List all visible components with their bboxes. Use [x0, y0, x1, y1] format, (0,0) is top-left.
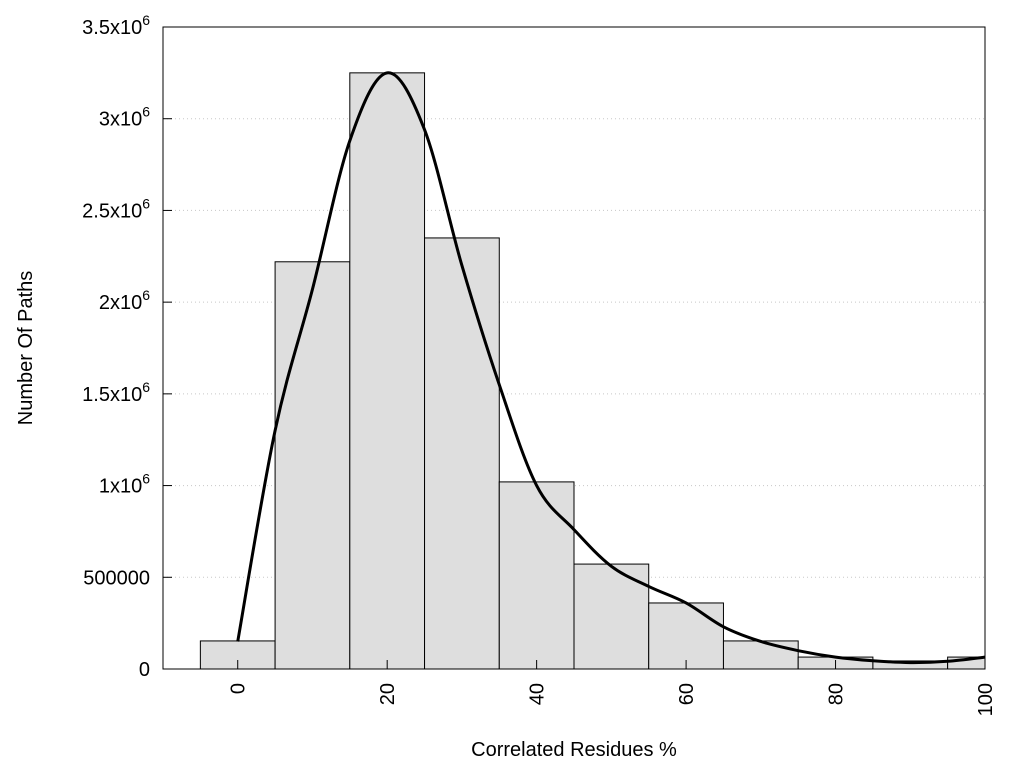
histogram-bar	[648, 602, 724, 670]
y-tick-base: 2x10	[99, 292, 142, 314]
y-tick-exponent: 6	[142, 195, 150, 211]
y-tick-base: 3x10	[99, 109, 142, 131]
fit-curve	[236, 71, 986, 665]
y-tick-base: 1.5x10	[82, 384, 142, 406]
y-tick-label: 1.5x106	[82, 379, 150, 406]
y-tick-base: 2.5x10	[82, 200, 142, 222]
y-tick-label: 3.5x106	[82, 12, 150, 39]
y-tick-label: 1x106	[99, 471, 150, 498]
y-tick-label: 3x106	[99, 104, 150, 131]
y-tick-base: 1x10	[99, 476, 142, 498]
y-tick-label: 2x106	[99, 287, 150, 314]
y-tick-exponent: 6	[142, 287, 150, 303]
y-tick-label: 500000	[83, 567, 150, 589]
y-tick-label: 0	[139, 659, 150, 681]
histogram-bar	[274, 261, 351, 670]
histogram-bar	[498, 481, 575, 670]
x-tick-label: 100	[975, 683, 997, 716]
histogram-bar	[349, 72, 426, 670]
y-tick-label: 2.5x106	[82, 195, 150, 222]
plot-frame	[162, 26, 986, 670]
histogram-bar	[424, 237, 500, 670]
y-tick-base: 0	[139, 659, 150, 681]
y-tick-exponent: 6	[142, 104, 150, 120]
y-tick-exponent: 6	[142, 471, 150, 487]
y-tick-exponent: 6	[142, 12, 150, 28]
histogram-bar	[722, 640, 799, 670]
y-axis-label: Number Of Paths	[15, 271, 37, 426]
y-tick-exponent: 6	[142, 379, 150, 395]
x-tick-label: 0	[228, 683, 250, 694]
x-tick-label: 80	[826, 683, 848, 705]
x-tick-label: 40	[527, 683, 549, 705]
x-axis-label: Correlated Residues %	[471, 739, 677, 761]
y-tick-base: 3.5x10	[82, 17, 142, 39]
y-tick-base: 500000	[83, 567, 150, 589]
x-tick-label: 60	[676, 683, 698, 705]
x-tick-label: 20	[377, 683, 399, 705]
